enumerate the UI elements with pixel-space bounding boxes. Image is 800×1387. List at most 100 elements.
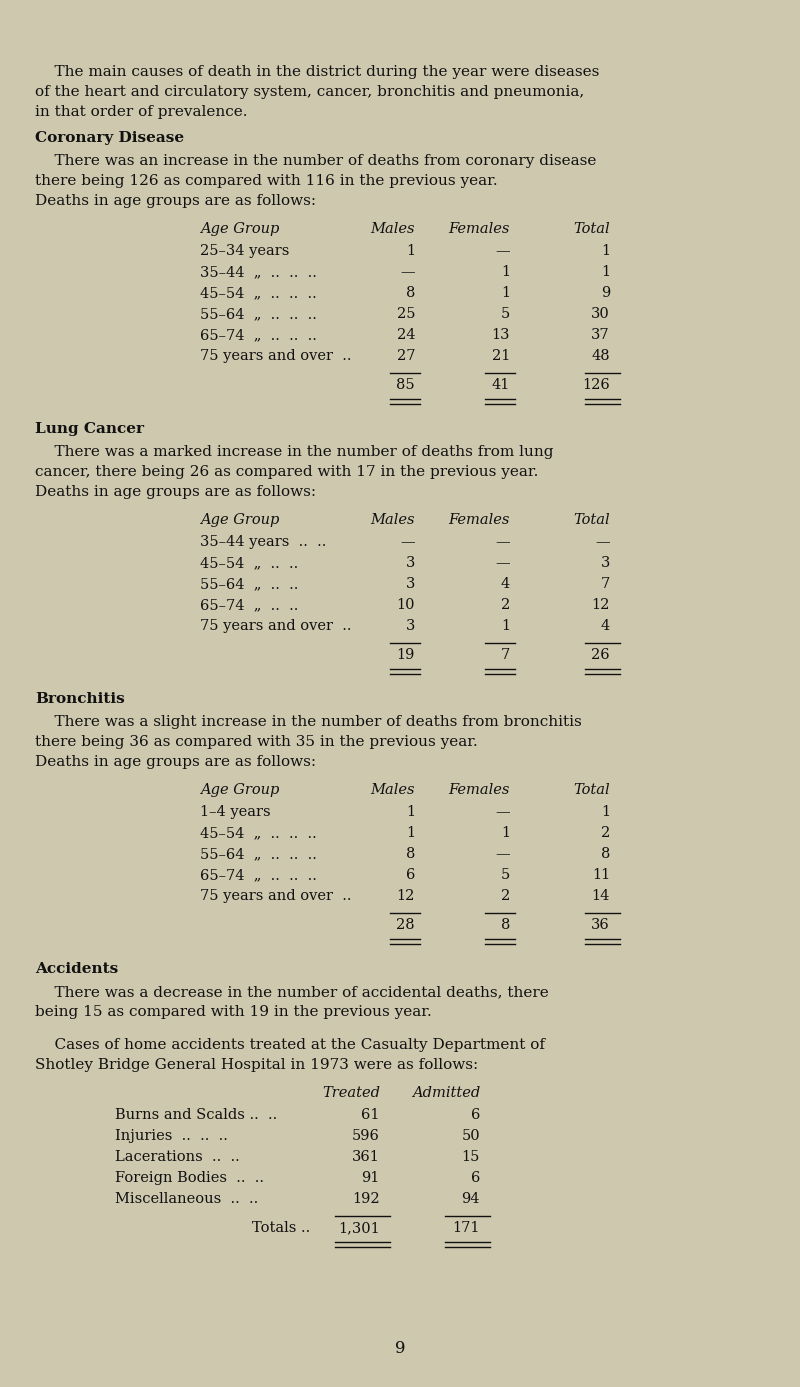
Text: —: —: [495, 804, 510, 818]
Text: Total: Total: [574, 513, 610, 527]
Text: being 15 as compared with 19 in the previous year.: being 15 as compared with 19 in the prev…: [35, 1006, 432, 1019]
Text: 12: 12: [592, 598, 610, 612]
Text: 9: 9: [394, 1340, 406, 1356]
Text: 7: 7: [501, 648, 510, 662]
Text: 48: 48: [591, 350, 610, 363]
Text: Admitted: Admitted: [412, 1086, 480, 1100]
Text: 85: 85: [396, 379, 415, 393]
Text: There was an increase in the number of deaths from coronary disease: There was an increase in the number of d…: [35, 154, 596, 168]
Text: Males: Males: [370, 784, 415, 798]
Text: 2: 2: [501, 889, 510, 903]
Text: Shotley Bridge General Hospital in 1973 were as follows:: Shotley Bridge General Hospital in 1973 …: [35, 1058, 478, 1072]
Text: Total: Total: [574, 222, 610, 236]
Text: 171: 171: [453, 1221, 480, 1234]
Text: 65–74  „  ..  ..  ..: 65–74 „ .. .. ..: [200, 327, 317, 343]
Text: 6: 6: [406, 868, 415, 882]
Text: —: —: [400, 265, 415, 279]
Text: —: —: [495, 244, 510, 258]
Text: 596: 596: [352, 1129, 380, 1143]
Text: Totals ..: Totals ..: [252, 1221, 310, 1234]
Text: 35–44 years  ..  ..: 35–44 years .. ..: [200, 535, 326, 549]
Text: 35–44  „  ..  ..  ..: 35–44 „ .. .. ..: [200, 265, 317, 279]
Text: 1: 1: [406, 804, 415, 818]
Text: Age Group: Age Group: [200, 784, 279, 798]
Text: Age Group: Age Group: [200, 513, 279, 527]
Text: —: —: [400, 535, 415, 549]
Text: Deaths in age groups are as follows:: Deaths in age groups are as follows:: [35, 485, 316, 499]
Text: 8: 8: [406, 847, 415, 861]
Text: 27: 27: [397, 350, 415, 363]
Text: 361: 361: [352, 1150, 380, 1164]
Text: Females: Females: [449, 784, 510, 798]
Text: 1: 1: [501, 619, 510, 632]
Text: Females: Females: [449, 513, 510, 527]
Text: 55–64  „  ..  ..  ..: 55–64 „ .. .. ..: [200, 307, 317, 320]
Text: 15: 15: [462, 1150, 480, 1164]
Text: there being 126 as compared with 116 in the previous year.: there being 126 as compared with 116 in …: [35, 173, 498, 189]
Text: The main causes of death in the district during the year were diseases: The main causes of death in the district…: [35, 65, 599, 79]
Text: Foreign Bodies  ..  ..: Foreign Bodies .. ..: [115, 1171, 264, 1184]
Text: 36: 36: [591, 918, 610, 932]
Text: 126: 126: [582, 379, 610, 393]
Text: of the heart and circulatory system, cancer, bronchitis and pneumonia,: of the heart and circulatory system, can…: [35, 85, 584, 98]
Text: —: —: [495, 535, 510, 549]
Text: 37: 37: [591, 327, 610, 343]
Text: 5: 5: [501, 307, 510, 320]
Text: 28: 28: [396, 918, 415, 932]
Text: There was a marked increase in the number of deaths from lung: There was a marked increase in the numbe…: [35, 445, 554, 459]
Text: 1: 1: [406, 827, 415, 841]
Text: 14: 14: [592, 889, 610, 903]
Text: 21: 21: [492, 350, 510, 363]
Text: 45–54  „  ..  ..: 45–54 „ .. ..: [200, 556, 298, 570]
Text: 65–74  „  ..  ..  ..: 65–74 „ .. .. ..: [200, 868, 317, 882]
Text: Age Group: Age Group: [200, 222, 279, 236]
Text: 1: 1: [501, 265, 510, 279]
Text: 1: 1: [406, 244, 415, 258]
Text: 55–64  „  ..  ..: 55–64 „ .. ..: [200, 577, 298, 591]
Text: 6: 6: [470, 1108, 480, 1122]
Text: 8: 8: [501, 918, 510, 932]
Text: Males: Males: [370, 513, 415, 527]
Text: Females: Females: [449, 222, 510, 236]
Text: 75 years and over  ..: 75 years and over ..: [200, 350, 351, 363]
Text: 2: 2: [601, 827, 610, 841]
Text: 1: 1: [601, 244, 610, 258]
Text: 24: 24: [397, 327, 415, 343]
Text: 1–4 years: 1–4 years: [200, 804, 270, 818]
Text: 2: 2: [501, 598, 510, 612]
Text: 3: 3: [601, 556, 610, 570]
Text: Burns and Scalds ..  ..: Burns and Scalds .. ..: [115, 1108, 278, 1122]
Text: 9: 9: [601, 286, 610, 300]
Text: 94: 94: [462, 1191, 480, 1207]
Text: cancer, there being 26 as compared with 17 in the previous year.: cancer, there being 26 as compared with …: [35, 465, 538, 479]
Text: Bronchitis: Bronchitis: [35, 692, 125, 706]
Text: 30: 30: [591, 307, 610, 320]
Text: 91: 91: [362, 1171, 380, 1184]
Text: 5: 5: [501, 868, 510, 882]
Text: Males: Males: [370, 222, 415, 236]
Text: 3: 3: [406, 619, 415, 632]
Text: Lacerations  ..  ..: Lacerations .. ..: [115, 1150, 240, 1164]
Text: 13: 13: [491, 327, 510, 343]
Text: 7: 7: [601, 577, 610, 591]
Text: 3: 3: [406, 577, 415, 591]
Text: 12: 12: [397, 889, 415, 903]
Text: 55–64  „  ..  ..  ..: 55–64 „ .. .. ..: [200, 847, 317, 861]
Text: 6: 6: [470, 1171, 480, 1184]
Text: 75 years and over  ..: 75 years and over ..: [200, 619, 351, 632]
Text: 4: 4: [501, 577, 510, 591]
Text: 8: 8: [406, 286, 415, 300]
Text: —: —: [595, 535, 610, 549]
Text: 1: 1: [501, 286, 510, 300]
Text: 11: 11: [592, 868, 610, 882]
Text: Deaths in age groups are as follows:: Deaths in age groups are as follows:: [35, 194, 316, 208]
Text: 26: 26: [591, 648, 610, 662]
Text: 45–54  „  ..  ..  ..: 45–54 „ .. .. ..: [200, 286, 317, 300]
Text: Treated: Treated: [322, 1086, 380, 1100]
Text: There was a slight increase in the number of deaths from bronchitis: There was a slight increase in the numbe…: [35, 716, 582, 730]
Text: 19: 19: [397, 648, 415, 662]
Text: There was a decrease in the number of accidental deaths, there: There was a decrease in the number of ac…: [35, 985, 549, 999]
Text: there being 36 as compared with 35 in the previous year.: there being 36 as compared with 35 in th…: [35, 735, 478, 749]
Text: 50: 50: [462, 1129, 480, 1143]
Text: 75 years and over  ..: 75 years and over ..: [200, 889, 351, 903]
